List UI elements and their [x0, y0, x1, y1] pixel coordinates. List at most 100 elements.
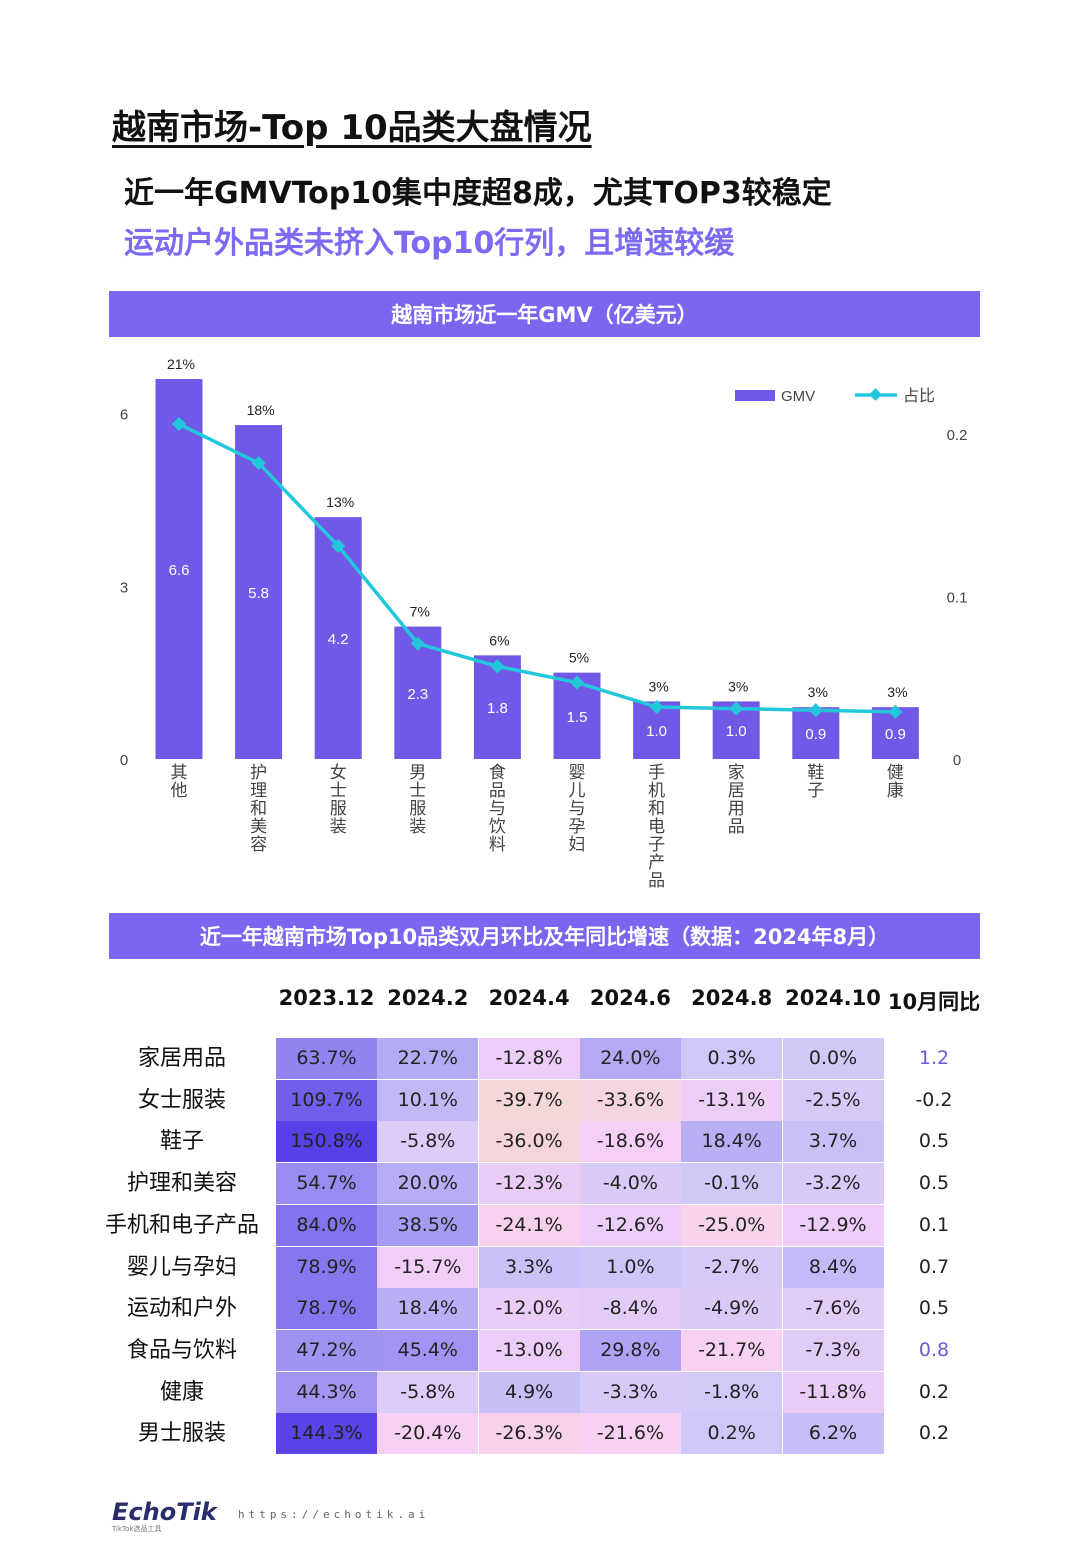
share-label: 3% — [648, 678, 668, 694]
category-label-char: 士 — [330, 781, 347, 801]
table-cell: -24.1% — [478, 1204, 580, 1246]
table-cell: 63.7% — [276, 1038, 377, 1079]
share-point — [808, 703, 823, 718]
subtitle-line1: 近一年GMVTop10集中度超8成，尤其TOP3较稳定 — [124, 176, 832, 211]
share-label: 18% — [247, 402, 275, 418]
table-cell: -12.9% — [782, 1204, 884, 1246]
table-column-header: 10月同比 — [887, 990, 981, 1014]
category-label-char: 女 — [330, 763, 347, 783]
y-left-tick: 3 — [120, 579, 128, 596]
share-point — [251, 455, 266, 471]
table-row-label: 男士服装 — [137, 1421, 226, 1447]
category-label-char: 容 — [250, 835, 267, 855]
gmv-bar — [155, 379, 203, 759]
category-label-char: 与 — [569, 799, 586, 819]
table-cell: 47.2% — [276, 1329, 377, 1371]
category-label-char: 健 — [887, 763, 904, 783]
table-cell: 6.2% — [782, 1413, 884, 1455]
category-label-char: 他 — [171, 781, 188, 801]
category-label-char: 和 — [648, 799, 665, 819]
category-label-char: 美 — [250, 817, 267, 837]
category-label-char: 理 — [250, 781, 267, 801]
category-label-char: 饮 — [489, 817, 506, 837]
table-cell: -13.0% — [478, 1329, 580, 1371]
yoy-value: 0.5 — [918, 1172, 950, 1195]
table-row-label: 护理和美容 — [126, 1171, 237, 1197]
category-label-char: 居 — [728, 781, 745, 801]
chart-title-banner: 越南市场近一年GMV（亿美元） — [109, 291, 980, 337]
table-cell: 0.2% — [681, 1413, 783, 1455]
subtitle-line2: 运动户外品类未挤入Top10行列，且增速较缓 — [124, 226, 735, 261]
share-point — [171, 416, 187, 432]
table-cell: -1.8% — [681, 1371, 783, 1413]
category-label-char: 子 — [648, 835, 665, 855]
echotik-logo: EchoTik — [112, 1498, 217, 1526]
table-row-label: 家居用品 — [137, 1046, 226, 1071]
footer-url[interactable]: https://echotik.ai — [238, 1508, 430, 1521]
table-cell: 4.9% — [478, 1371, 580, 1413]
category-label-char: 手 — [648, 763, 665, 783]
table-cell: -4.0% — [579, 1163, 681, 1205]
table-cell: 0.0% — [782, 1038, 884, 1079]
category-label-char: 男 — [409, 763, 426, 783]
table-row-label: 运动和户外 — [126, 1296, 237, 1322]
gmv-bar-label: 1.8 — [487, 700, 508, 717]
table-cell: 18.4% — [681, 1121, 783, 1163]
table-cell: -36.0% — [478, 1121, 580, 1163]
yoy-value: 0.1 — [918, 1213, 950, 1236]
category-label-char: 康 — [887, 781, 904, 801]
gmv-bar-label: 1.0 — [646, 723, 667, 740]
yoy-value: 0.5 — [918, 1297, 950, 1320]
table-cell: 54.7% — [276, 1163, 377, 1205]
share-label: 7% — [410, 604, 430, 620]
table-cell: -4.9% — [681, 1288, 783, 1330]
share-label: 6% — [489, 632, 509, 648]
table-row-label: 婴儿与孕妇 — [126, 1254, 237, 1280]
category-label-char: 电 — [648, 817, 665, 837]
share-label: 3% — [887, 684, 907, 700]
table-cell: -12.6% — [579, 1204, 681, 1246]
table-cell: -5.8% — [377, 1121, 479, 1163]
category-label-char: 食 — [489, 763, 506, 783]
table-cell: 150.8% — [276, 1121, 377, 1163]
gmv-bar-label: 0.9 — [805, 726, 826, 743]
share-point — [331, 538, 346, 554]
share-label: 5% — [569, 650, 589, 666]
table-row-label: 女士服装 — [137, 1087, 226, 1113]
table-column-header: 2024.4 — [488, 986, 570, 1010]
legend-share-label: 占比 — [903, 386, 935, 405]
legend-share-marker — [869, 388, 882, 401]
category-label-char: 其 — [171, 763, 188, 783]
table-cell: -5.8% — [377, 1371, 479, 1413]
table-cell: -7.6% — [782, 1288, 884, 1330]
page-title: 越南市场-Top 10品类大盘情况 — [112, 108, 592, 148]
category-label-char: 鞋 — [807, 763, 824, 783]
share-point — [569, 675, 585, 690]
y-left-tick: 0 — [120, 752, 128, 769]
table-column-header: 2024.10 — [785, 986, 881, 1010]
table-cell: 78.9% — [276, 1246, 377, 1288]
table-cell: 3.3% — [478, 1246, 580, 1288]
table-cell: 109.7% — [276, 1079, 377, 1121]
table-column-header: 2024.8 — [691, 986, 773, 1010]
gmv-bar — [314, 517, 362, 759]
share-point — [649, 699, 664, 715]
share-point — [410, 636, 425, 651]
table-cell: 10.1% — [377, 1079, 479, 1121]
category-label-char: 产 — [648, 853, 665, 873]
yoy-value: 0.2 — [918, 1380, 950, 1403]
table-cell: -12.0% — [478, 1288, 580, 1330]
table-column-header: 2023.12 — [278, 986, 375, 1010]
table-cell: -7.3% — [782, 1329, 884, 1371]
table-cell: 29.8% — [579, 1329, 681, 1371]
table-cell: 3.7% — [782, 1121, 884, 1163]
table-cell: -39.7% — [478, 1079, 580, 1121]
category-label-char: 妇 — [569, 835, 586, 855]
table-cell: 78.7% — [276, 1288, 377, 1330]
category-label-char: 孕 — [569, 817, 586, 837]
category-label-char: 护 — [250, 763, 267, 783]
share-point — [729, 701, 744, 716]
category-label-char: 品 — [489, 781, 506, 801]
table-cell: -0.1% — [681, 1163, 783, 1205]
logo-subtitle: TikTok选品工具 — [112, 1525, 162, 1533]
